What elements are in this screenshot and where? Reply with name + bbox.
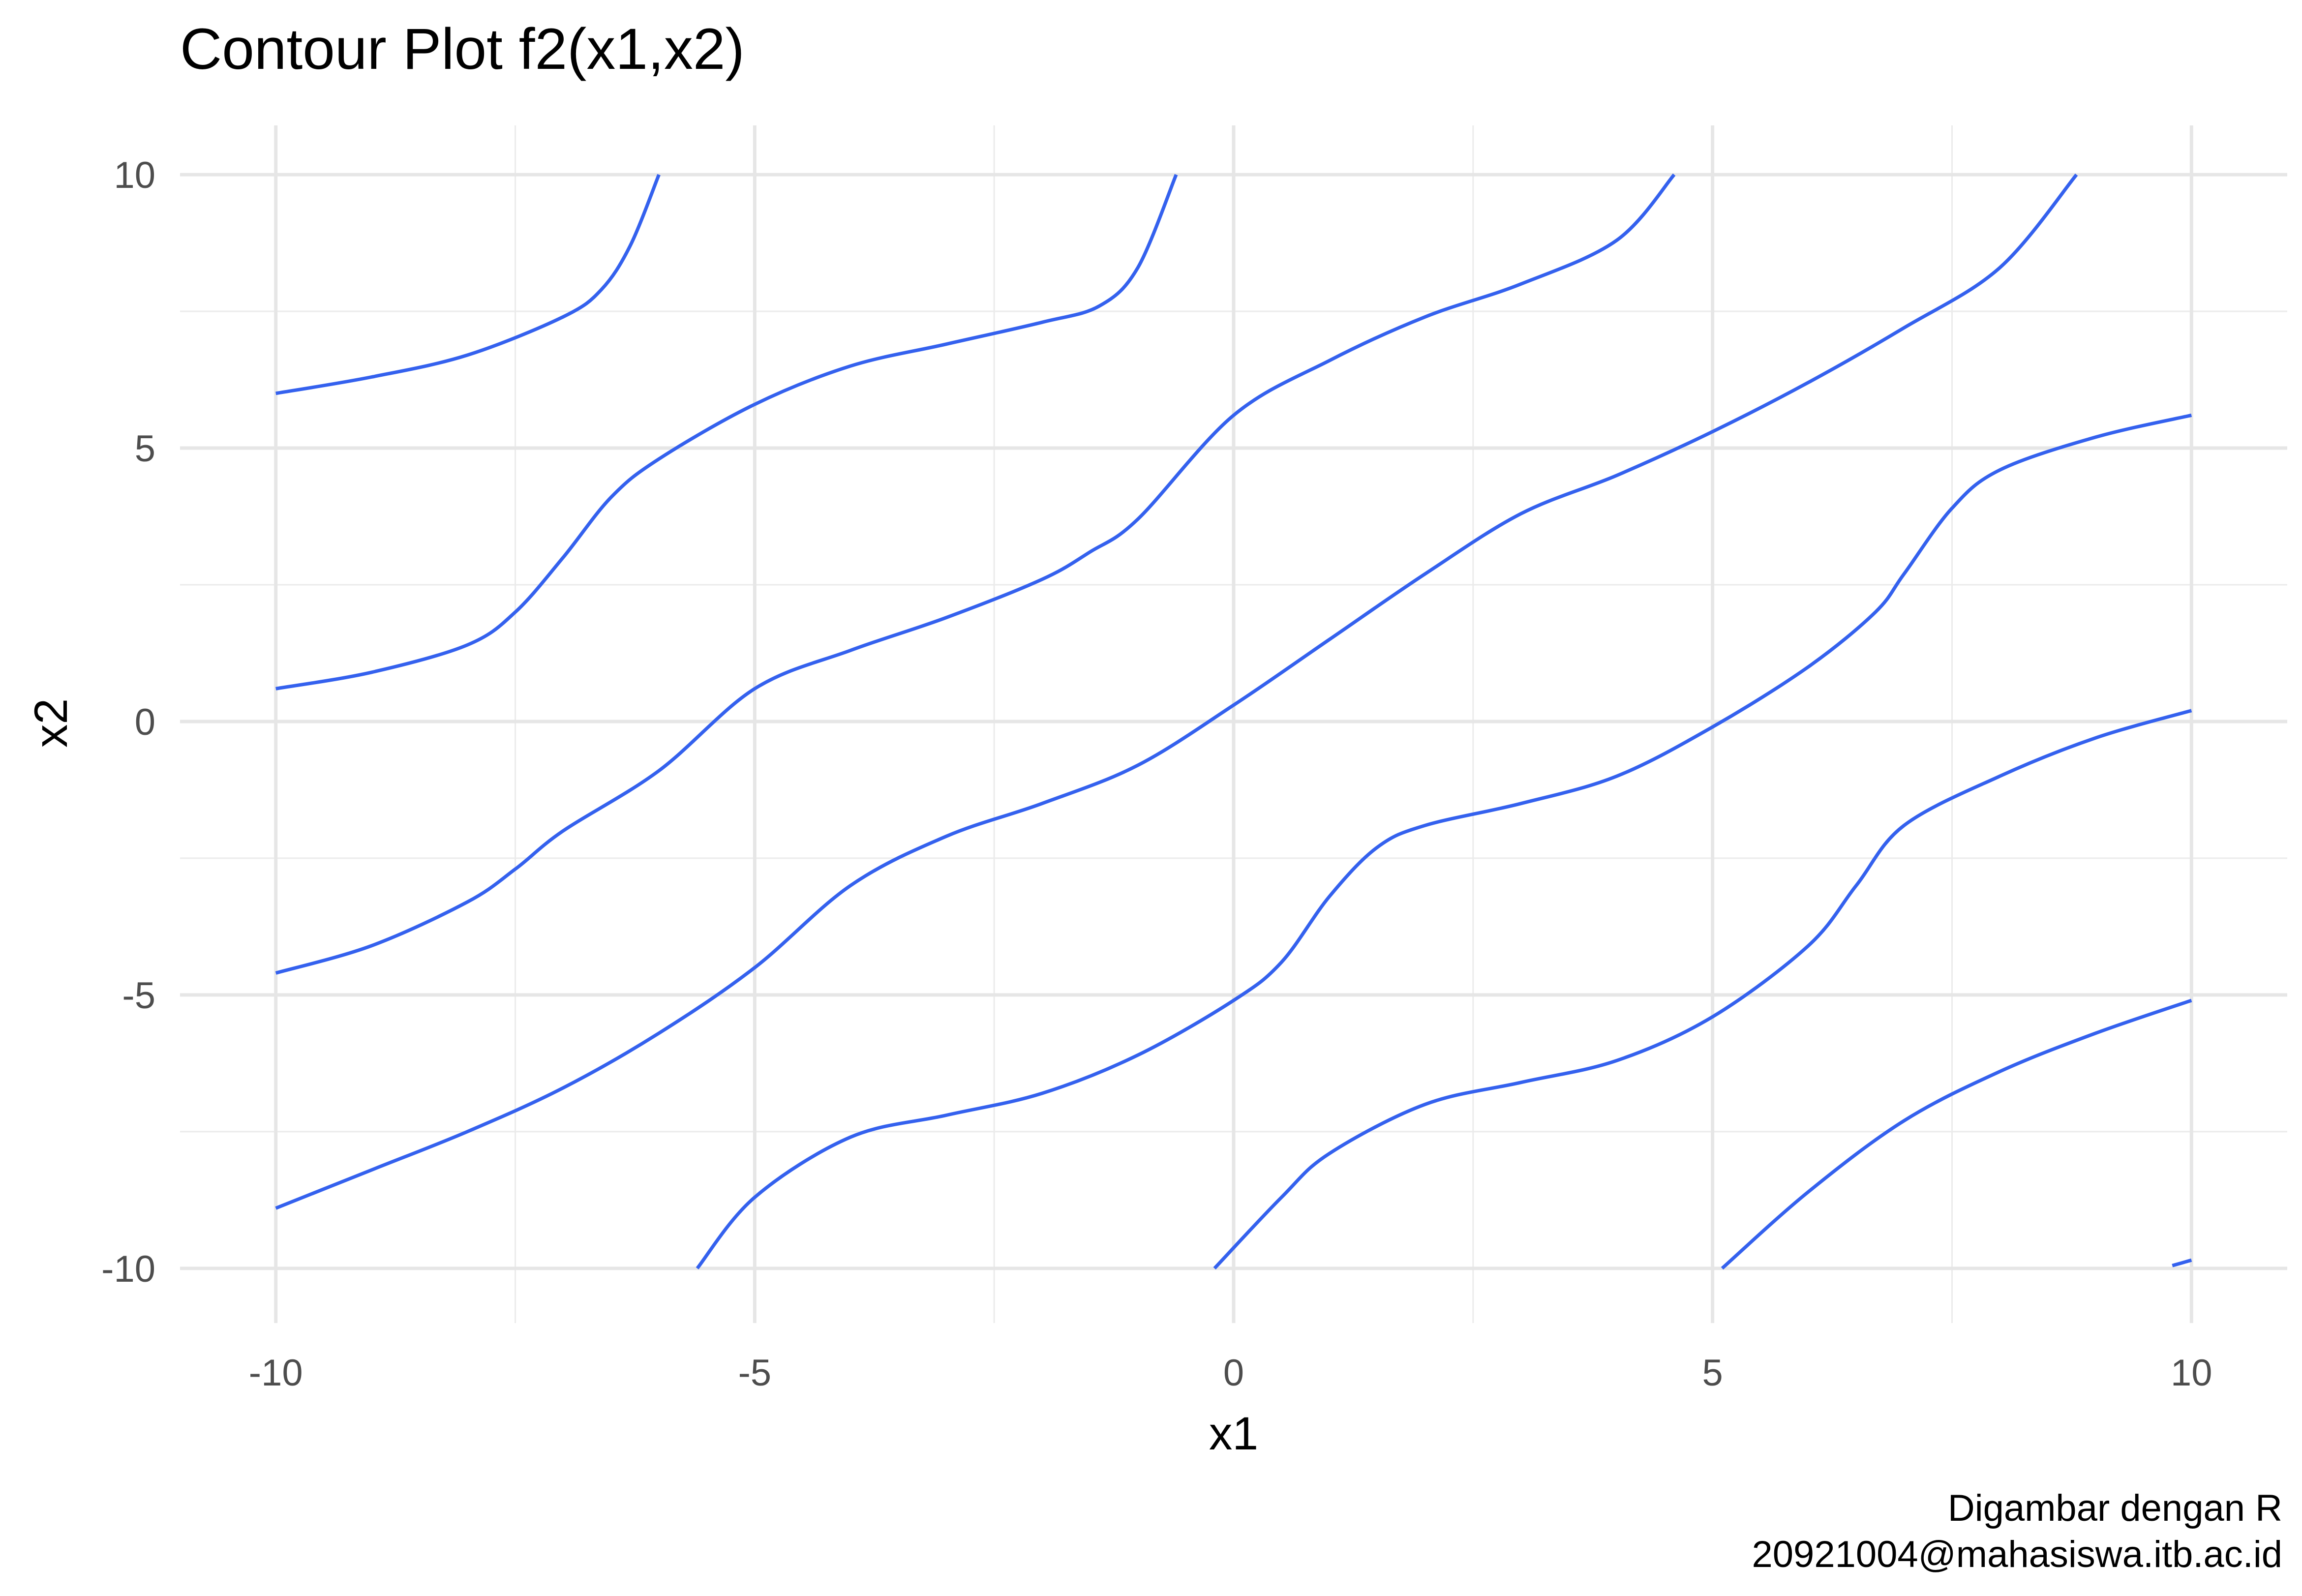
caption-line-1: Digambar dengan R bbox=[1948, 1487, 2282, 1529]
y-tick-label: 0 bbox=[135, 701, 155, 743]
y-tick-label: 5 bbox=[135, 428, 155, 470]
x-tick-label: -5 bbox=[738, 1352, 772, 1394]
contour-lines bbox=[275, 173, 2192, 1270]
y-tick-label: 10 bbox=[114, 154, 155, 196]
x-axis-tick-labels: -10 -5 0 5 10 bbox=[249, 1352, 2212, 1394]
x-tick-label: -10 bbox=[249, 1352, 303, 1394]
contour-line-5 bbox=[696, 413, 2192, 1270]
chart-title: Contour Plot f2(x1,x2) bbox=[180, 17, 745, 82]
contour-line-6 bbox=[1213, 709, 2192, 1270]
y-tick-label: -10 bbox=[101, 1248, 155, 1290]
x-tick-label: 0 bbox=[1223, 1352, 1244, 1394]
x-tick-label: 5 bbox=[1702, 1352, 1723, 1394]
contour-line-1 bbox=[275, 174, 661, 395]
contour-line-8 bbox=[2172, 1258, 2192, 1267]
contour-line-7 bbox=[1721, 998, 2192, 1270]
caption-line-2: 20921004@mahasiswa.itb.ac.id bbox=[1752, 1534, 2282, 1575]
y-tick-label: -5 bbox=[122, 975, 155, 1017]
contour-line-3 bbox=[275, 173, 1676, 975]
contour-line-2 bbox=[275, 174, 1178, 691]
major-gridlines bbox=[180, 125, 2287, 1323]
x-axis-label: x1 bbox=[1209, 1408, 1258, 1460]
y-axis-tick-labels: 10 5 0 -5 -10 bbox=[101, 154, 155, 1290]
y-axis-label: x2 bbox=[25, 698, 77, 748]
contour-line-4 bbox=[275, 173, 2078, 1210]
x-tick-label: 10 bbox=[2171, 1352, 2212, 1394]
